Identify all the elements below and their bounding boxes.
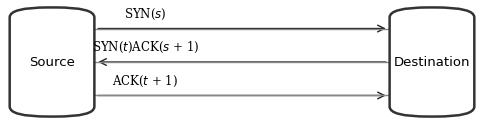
Text: ACK($t$ + 1): ACK($t$ + 1) xyxy=(112,74,178,89)
Text: Destination: Destination xyxy=(393,56,470,68)
Text: SYN($s$): SYN($s$) xyxy=(124,7,166,22)
Text: SYN($t$)ACK($s$ + 1): SYN($t$)ACK($s$ + 1) xyxy=(91,40,199,55)
Text: Source: Source xyxy=(29,56,75,68)
FancyBboxPatch shape xyxy=(390,7,474,117)
FancyBboxPatch shape xyxy=(10,7,94,117)
